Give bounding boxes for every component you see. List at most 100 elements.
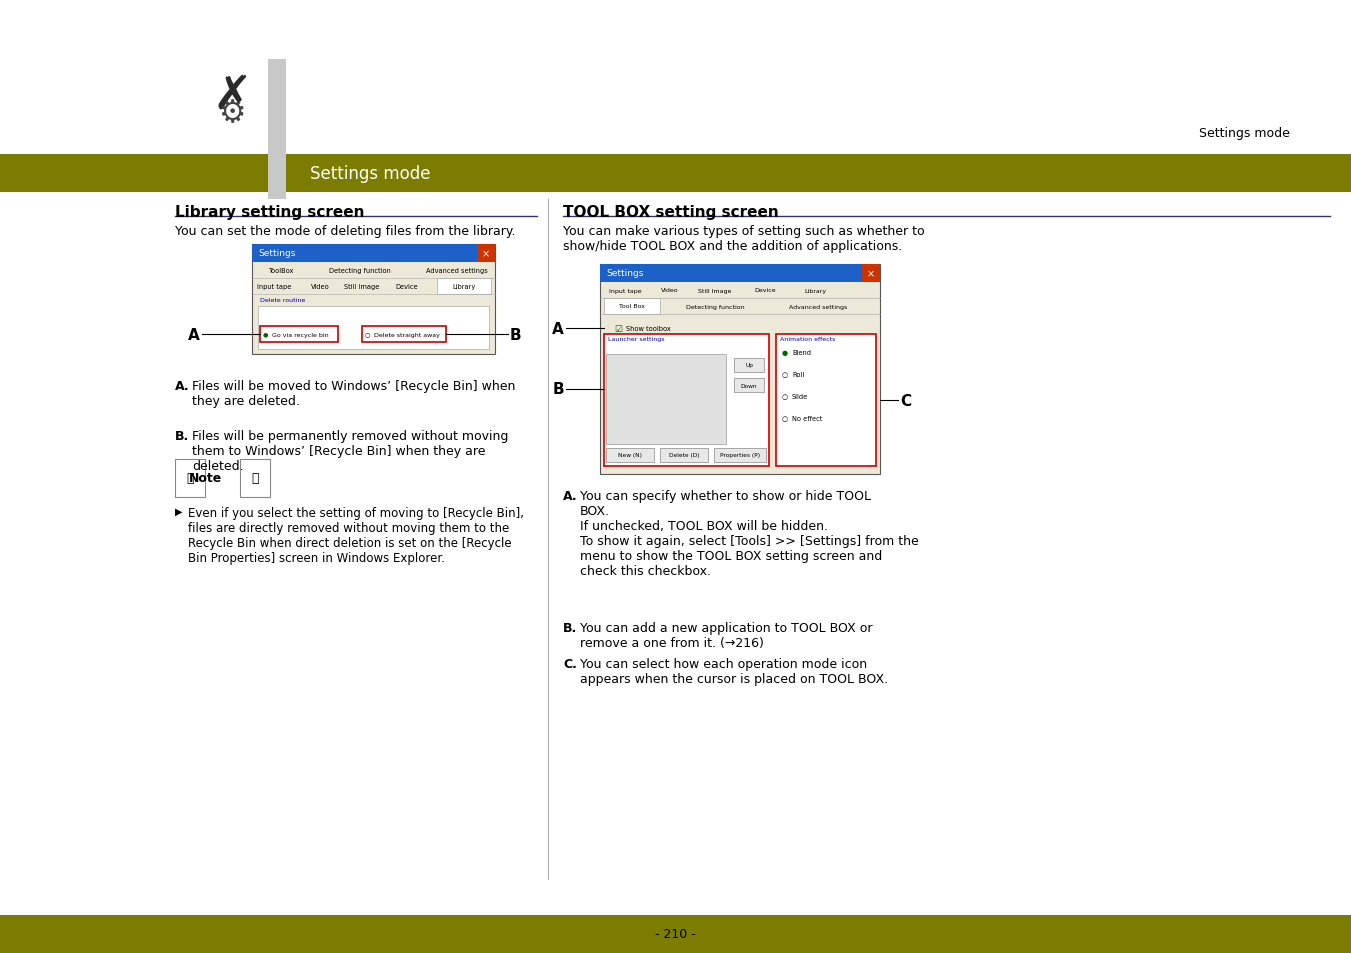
- Text: A.: A.: [176, 379, 189, 393]
- Text: Video: Video: [661, 288, 678, 294]
- Text: Input tape: Input tape: [609, 288, 642, 294]
- Text: - 210 -: - 210 -: [655, 927, 696, 941]
- Text: Device: Device: [396, 284, 419, 290]
- Bar: [477, 245, 494, 263]
- Text: Files will be permanently removed without moving
them to Windows’ [Recycle Bin] : Files will be permanently removed withou…: [192, 430, 508, 473]
- Text: If unchecked, TOOL BOX will be hidden.: If unchecked, TOOL BOX will be hidden.: [580, 519, 828, 533]
- Bar: [253, 245, 494, 263]
- Bar: [436, 278, 490, 294]
- Text: B: B: [553, 382, 563, 397]
- Text: Input tape: Input tape: [257, 284, 292, 290]
- Text: Library setting screen: Library setting screen: [176, 205, 365, 220]
- Bar: [362, 327, 446, 343]
- Text: Settings mode: Settings mode: [309, 165, 431, 183]
- Text: ×: ×: [482, 249, 490, 258]
- Bar: [607, 355, 725, 444]
- Bar: [734, 358, 765, 373]
- Bar: [253, 245, 494, 355]
- Text: Detecting function: Detecting function: [686, 304, 744, 309]
- Text: Delete (D): Delete (D): [669, 453, 700, 458]
- Text: 🗝: 🗝: [251, 472, 259, 485]
- Text: ○: ○: [365, 333, 370, 337]
- Text: ToolBox: ToolBox: [269, 268, 295, 274]
- Text: A: A: [553, 321, 563, 336]
- Text: ▶: ▶: [176, 506, 182, 517]
- Text: You can specify whether to show or hide TOOL: You can specify whether to show or hide …: [580, 490, 871, 502]
- Text: Delete straight away: Delete straight away: [374, 333, 440, 337]
- Text: ●: ●: [782, 350, 788, 355]
- Bar: [0, 915, 1351, 953]
- Text: You can select how each operation mode icon
appears when the cursor is placed on: You can select how each operation mode i…: [580, 658, 888, 685]
- Bar: [734, 378, 765, 393]
- Text: Advanced settings: Advanced settings: [789, 304, 847, 309]
- Text: ●: ●: [263, 333, 269, 337]
- Bar: [661, 449, 708, 462]
- Text: B: B: [509, 327, 521, 342]
- Text: Video: Video: [311, 284, 330, 290]
- Text: Still image: Still image: [345, 284, 380, 290]
- Text: TOOL BOX setting screen: TOOL BOX setting screen: [563, 205, 778, 220]
- Text: Delete routine: Delete routine: [259, 297, 305, 303]
- Text: You can make various types of setting such as whether to
show/hide TOOL BOX and : You can make various types of setting su…: [563, 225, 924, 253]
- Text: Advanced settings: Advanced settings: [426, 268, 488, 274]
- Text: B.: B.: [563, 621, 577, 635]
- Bar: [607, 449, 654, 462]
- Text: Note: Note: [189, 472, 223, 485]
- Text: ✗: ✗: [212, 73, 251, 118]
- Text: Roll: Roll: [792, 372, 804, 377]
- Text: No effect: No effect: [792, 416, 823, 421]
- Bar: [604, 335, 769, 467]
- Text: Detecting function: Detecting function: [330, 268, 390, 274]
- Bar: [604, 298, 661, 314]
- Bar: [713, 449, 766, 462]
- Text: Slide: Slide: [792, 394, 808, 399]
- Text: Launcher settings: Launcher settings: [608, 336, 665, 341]
- Text: Settings mode: Settings mode: [1200, 128, 1290, 140]
- Text: Library: Library: [804, 288, 825, 294]
- Text: Blend: Blend: [792, 350, 811, 355]
- Bar: [600, 265, 880, 283]
- Text: ×: ×: [867, 269, 875, 278]
- Text: Up: Up: [744, 363, 753, 368]
- Bar: [258, 307, 489, 350]
- Text: A: A: [188, 327, 200, 342]
- Text: ⚙: ⚙: [219, 99, 246, 129]
- Text: Go via recycle bin: Go via recycle bin: [272, 333, 328, 337]
- Bar: [775, 335, 875, 467]
- Text: Properties (P): Properties (P): [720, 453, 761, 458]
- Text: Device: Device: [754, 288, 775, 294]
- Text: check this checkbox.: check this checkbox.: [580, 564, 711, 578]
- Bar: [0, 154, 1351, 193]
- Text: BOX.: BOX.: [580, 504, 611, 517]
- Text: Show toolbox: Show toolbox: [626, 326, 670, 332]
- Text: To show it again, select [Tools] >> [Settings] from the: To show it again, select [Tools] >> [Set…: [580, 535, 919, 547]
- Text: Down: Down: [740, 383, 758, 388]
- Text: Animation effects: Animation effects: [780, 336, 835, 341]
- Bar: [259, 327, 338, 343]
- Text: ○: ○: [782, 372, 788, 377]
- Text: Files will be moved to Windows’ [Recycle Bin] when
they are deleted.: Files will be moved to Windows’ [Recycle…: [192, 379, 515, 408]
- Text: New (N): New (N): [617, 453, 642, 458]
- Text: 🗝: 🗝: [186, 472, 193, 485]
- Text: ○: ○: [782, 394, 788, 399]
- Bar: [600, 265, 880, 475]
- Text: Tool Box: Tool Box: [619, 304, 644, 309]
- Text: Settings: Settings: [258, 250, 296, 258]
- Bar: [240, 459, 270, 497]
- Text: ☑: ☑: [613, 324, 621, 334]
- Text: Still Image: Still Image: [698, 288, 732, 294]
- Text: Even if you select the setting of moving to [Recycle Bin],
files are directly re: Even if you select the setting of moving…: [188, 506, 524, 564]
- Text: You can set the mode of deleting files from the library.: You can set the mode of deleting files f…: [176, 225, 516, 237]
- Text: C: C: [900, 393, 911, 408]
- Text: Settings: Settings: [607, 269, 643, 278]
- Text: A.: A.: [563, 490, 578, 502]
- Text: ○: ○: [782, 416, 788, 421]
- Bar: [176, 459, 205, 497]
- Text: B.: B.: [176, 430, 189, 442]
- Text: Library: Library: [453, 284, 476, 290]
- Bar: [862, 265, 880, 283]
- Text: You can add a new application to TOOL BOX or
remove a one from it. (→216): You can add a new application to TOOL BO…: [580, 621, 873, 649]
- Bar: [267, 60, 286, 200]
- Text: menu to show the TOOL BOX setting screen and: menu to show the TOOL BOX setting screen…: [580, 550, 882, 562]
- Text: C.: C.: [563, 658, 577, 670]
